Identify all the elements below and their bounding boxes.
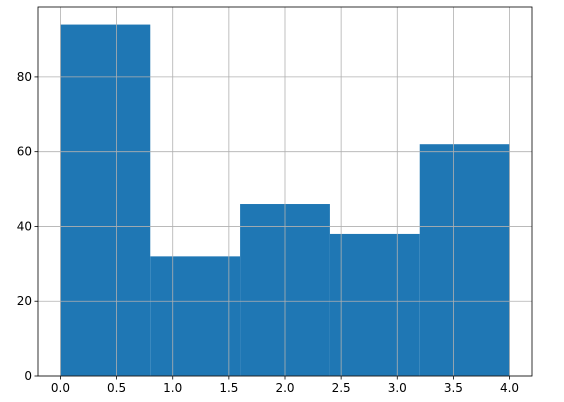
- y-tick-label: 0: [24, 369, 32, 383]
- y-tick-label: 20: [17, 294, 32, 308]
- y-tick-label: 60: [17, 145, 32, 159]
- bar: [150, 256, 241, 376]
- x-tick-label: 3.5: [444, 381, 463, 395]
- x-tick-label: 1.0: [163, 381, 182, 395]
- y-tick-label: 80: [17, 70, 32, 84]
- x-tick-label: 1.5: [219, 381, 238, 395]
- bar: [419, 144, 510, 376]
- x-tick-label: 2.0: [275, 381, 294, 395]
- x-tick-label: 0.5: [107, 381, 126, 395]
- x-tick-label: 3.0: [388, 381, 407, 395]
- bar: [60, 24, 151, 376]
- x-tick-label: 0.0: [51, 381, 70, 395]
- x-tick-label: 2.5: [332, 381, 351, 395]
- y-tick-label: 40: [17, 219, 32, 233]
- plot-frame: [37, 6, 533, 377]
- x-tick-label: 4.0: [500, 381, 519, 395]
- bar: [329, 233, 420, 376]
